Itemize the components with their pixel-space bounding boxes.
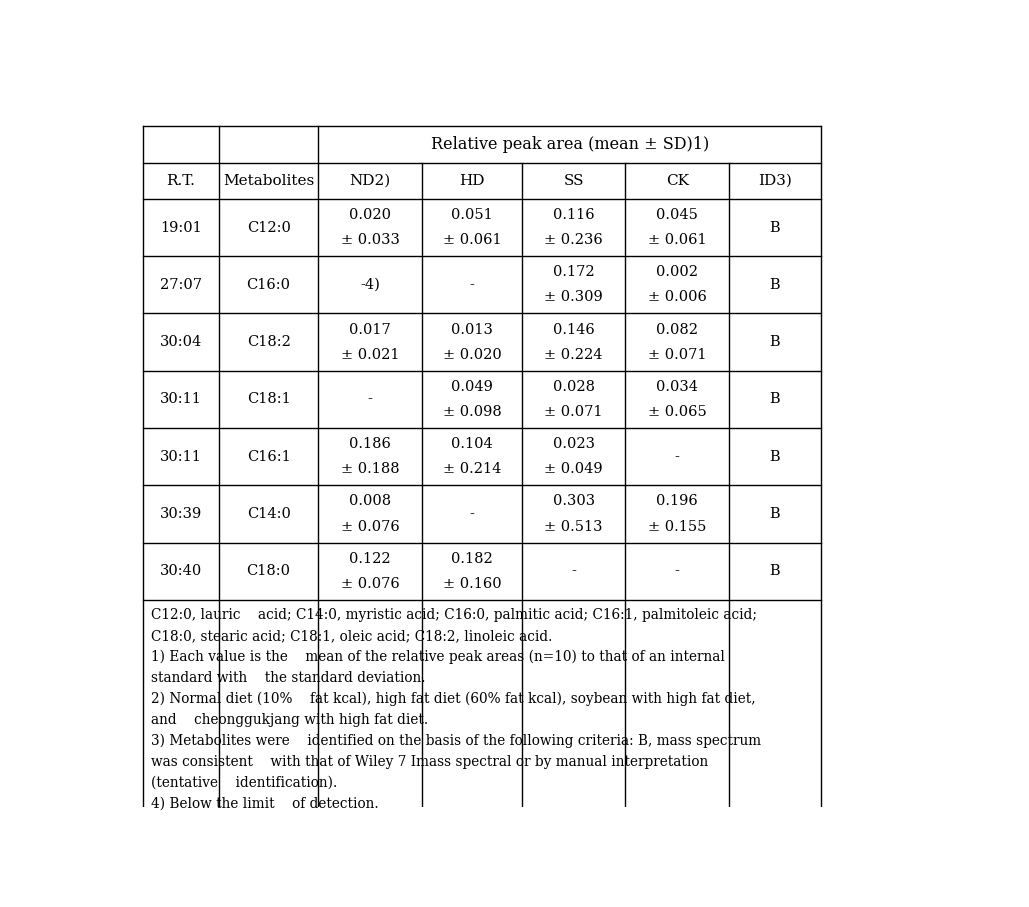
Text: B: B [770, 278, 780, 292]
Text: 0.182: 0.182 [451, 551, 493, 566]
Text: ± 0.049: ± 0.049 [544, 463, 603, 476]
Text: ± 0.071: ± 0.071 [648, 347, 707, 362]
Text: C12:0, lauric    acid; C14:0, myristic acid; C16:0, palmitic acid; C16:1, palmit: C12:0, lauric acid; C14:0, myristic acid… [151, 609, 757, 622]
Text: -4): -4) [360, 278, 380, 292]
Text: ± 0.033: ± 0.033 [341, 233, 399, 248]
Text: SS: SS [563, 174, 583, 188]
Text: 0.051: 0.051 [451, 208, 493, 222]
Text: ND2): ND2) [350, 174, 391, 188]
Text: C18:0, stearic acid; C18:1, oleic acid; C18:2, linoleic acid.: C18:0, stearic acid; C18:1, oleic acid; … [151, 629, 553, 643]
Text: ± 0.214: ± 0.214 [442, 463, 501, 476]
Text: C18:0: C18:0 [247, 564, 290, 578]
Text: ± 0.309: ± 0.309 [544, 290, 603, 305]
Text: 3) Metabolites were    identified on the basis of the following criteria: B, mas: 3) Metabolites were identified on the ba… [151, 734, 761, 748]
Text: 0.008: 0.008 [349, 494, 391, 508]
Text: was consistent    with that of Wiley 7 Imass spectral or by manual interpretatio: was consistent with that of Wiley 7 Imas… [151, 755, 708, 769]
Text: 30:39: 30:39 [159, 507, 202, 521]
Text: ± 0.071: ± 0.071 [544, 405, 603, 419]
Text: -: - [571, 564, 576, 578]
Text: C18:2: C18:2 [247, 335, 290, 349]
Text: Metabolites: Metabolites [223, 174, 314, 188]
Text: 0.045: 0.045 [657, 208, 699, 222]
Text: 4) Below the limit    of detection.: 4) Below the limit of detection. [151, 796, 379, 811]
Text: ± 0.188: ± 0.188 [341, 463, 399, 476]
Text: 0.082: 0.082 [657, 323, 699, 336]
Text: B: B [770, 450, 780, 463]
Text: 0.028: 0.028 [553, 380, 595, 394]
Text: 19:01: 19:01 [159, 220, 202, 235]
Text: R.T.: R.T. [167, 174, 196, 188]
Text: 0.034: 0.034 [657, 380, 699, 394]
Text: C16:0: C16:0 [247, 278, 290, 292]
Text: 0.049: 0.049 [451, 380, 493, 394]
Text: -: - [469, 278, 474, 292]
Text: 0.013: 0.013 [451, 323, 493, 336]
Text: ± 0.061: ± 0.061 [648, 233, 707, 248]
Text: B: B [770, 335, 780, 349]
Text: 30:11: 30:11 [159, 393, 202, 406]
Text: ± 0.098: ± 0.098 [442, 405, 501, 419]
Text: -: - [367, 393, 372, 406]
Text: CK: CK [666, 174, 688, 188]
Text: standard with    the standard deviation.: standard with the standard deviation. [151, 671, 425, 685]
Text: C14:0: C14:0 [247, 507, 290, 521]
Text: ± 0.513: ± 0.513 [544, 520, 603, 533]
Text: 30:40: 30:40 [159, 564, 202, 578]
Text: ± 0.020: ± 0.020 [442, 347, 501, 362]
Text: ± 0.155: ± 0.155 [648, 520, 707, 533]
Text: ± 0.065: ± 0.065 [648, 405, 707, 419]
Text: ± 0.236: ± 0.236 [544, 233, 603, 248]
Text: 0.122: 0.122 [350, 551, 391, 566]
Text: 0.303: 0.303 [553, 494, 595, 508]
Text: ± 0.076: ± 0.076 [341, 577, 399, 590]
Text: -: - [675, 564, 680, 578]
Text: Relative peak area (mean ± SD)1): Relative peak area (mean ± SD)1) [430, 136, 709, 153]
Text: 0.023: 0.023 [553, 437, 595, 451]
Text: 0.116: 0.116 [553, 208, 595, 222]
Text: ID3): ID3) [758, 174, 792, 188]
Text: 30:11: 30:11 [159, 450, 202, 463]
Text: 0.146: 0.146 [553, 323, 595, 336]
Text: B: B [770, 220, 780, 235]
Text: -: - [675, 450, 680, 463]
Text: 2) Normal diet (10%    fat kcal), high fat diet (60% fat kcal), soybean with hig: 2) Normal diet (10% fat kcal), high fat … [151, 692, 755, 707]
Text: and    cheonggukjang with high fat diet.: and cheonggukjang with high fat diet. [151, 713, 428, 727]
Text: ± 0.006: ± 0.006 [648, 290, 707, 305]
Text: 30:04: 30:04 [159, 335, 202, 349]
Text: 0.186: 0.186 [349, 437, 391, 451]
Text: C18:1: C18:1 [247, 393, 290, 406]
Text: ± 0.076: ± 0.076 [341, 520, 399, 533]
Text: C16:1: C16:1 [247, 450, 290, 463]
Text: ± 0.160: ± 0.160 [442, 577, 501, 590]
Text: -: - [469, 507, 474, 521]
Text: B: B [770, 564, 780, 578]
Text: 0.172: 0.172 [553, 265, 595, 279]
Text: ± 0.021: ± 0.021 [341, 347, 399, 362]
Text: ± 0.061: ± 0.061 [442, 233, 501, 248]
Text: HD: HD [459, 174, 485, 188]
Text: 0.196: 0.196 [657, 494, 698, 508]
Text: ± 0.224: ± 0.224 [544, 347, 603, 362]
Text: 0.017: 0.017 [350, 323, 391, 336]
Text: 0.002: 0.002 [657, 265, 699, 279]
Text: (tentative    identification).: (tentative identification). [151, 775, 338, 790]
Text: C12:0: C12:0 [247, 220, 290, 235]
Text: 0.104: 0.104 [451, 437, 493, 451]
Text: 27:07: 27:07 [159, 278, 202, 292]
Text: 1) Each value is the    mean of the relative peak areas (n=10) to that of an int: 1) Each value is the mean of the relativ… [151, 650, 724, 665]
Text: B: B [770, 393, 780, 406]
Text: 0.020: 0.020 [349, 208, 391, 222]
Text: B: B [770, 507, 780, 521]
